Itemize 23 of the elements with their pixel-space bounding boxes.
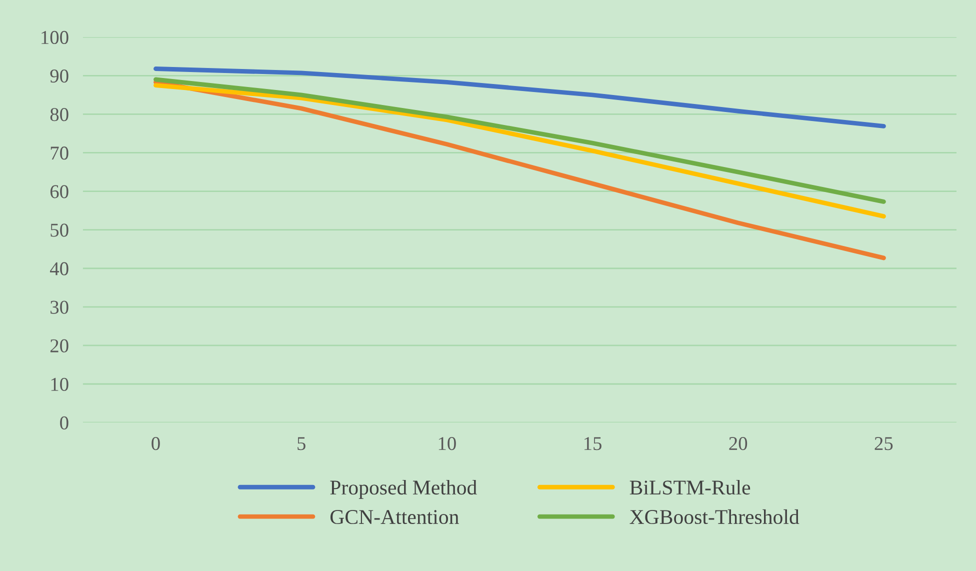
y-tick-label: 20 (50, 339, 68, 352)
y-tick-label: 30 (50, 300, 68, 314)
legend-label: XGBoost-Threshold (630, 509, 800, 524)
x-tick-label: 0 (152, 436, 160, 450)
y-tick-label: 90 (50, 69, 68, 83)
y-tick-label: 10 (51, 378, 68, 391)
x-tick-label: 25 (874, 437, 893, 450)
y-tick-label: 100 (42, 30, 68, 44)
x-tick-label: 5 (298, 437, 306, 450)
x-tick-label: 10 (438, 436, 456, 450)
y-tick-label: 70 (50, 146, 68, 160)
x-tick-label: 20 (729, 436, 748, 450)
y-tick-label: 50 (50, 224, 68, 237)
y-tick-label: 60 (50, 185, 68, 198)
line-series (154, 66, 886, 128)
legend-label: GCN-Attention (330, 510, 459, 524)
legend-label: Proposed Method (330, 480, 477, 499)
legend-label: BiLSTM-Rule (630, 480, 750, 495)
line-series (154, 80, 886, 260)
y-tick-label: 80 (50, 108, 68, 122)
y-tick-label: 40 (50, 262, 68, 276)
y-tick-label: 0 (60, 416, 68, 430)
x-tick-label: 15 (584, 437, 602, 450)
